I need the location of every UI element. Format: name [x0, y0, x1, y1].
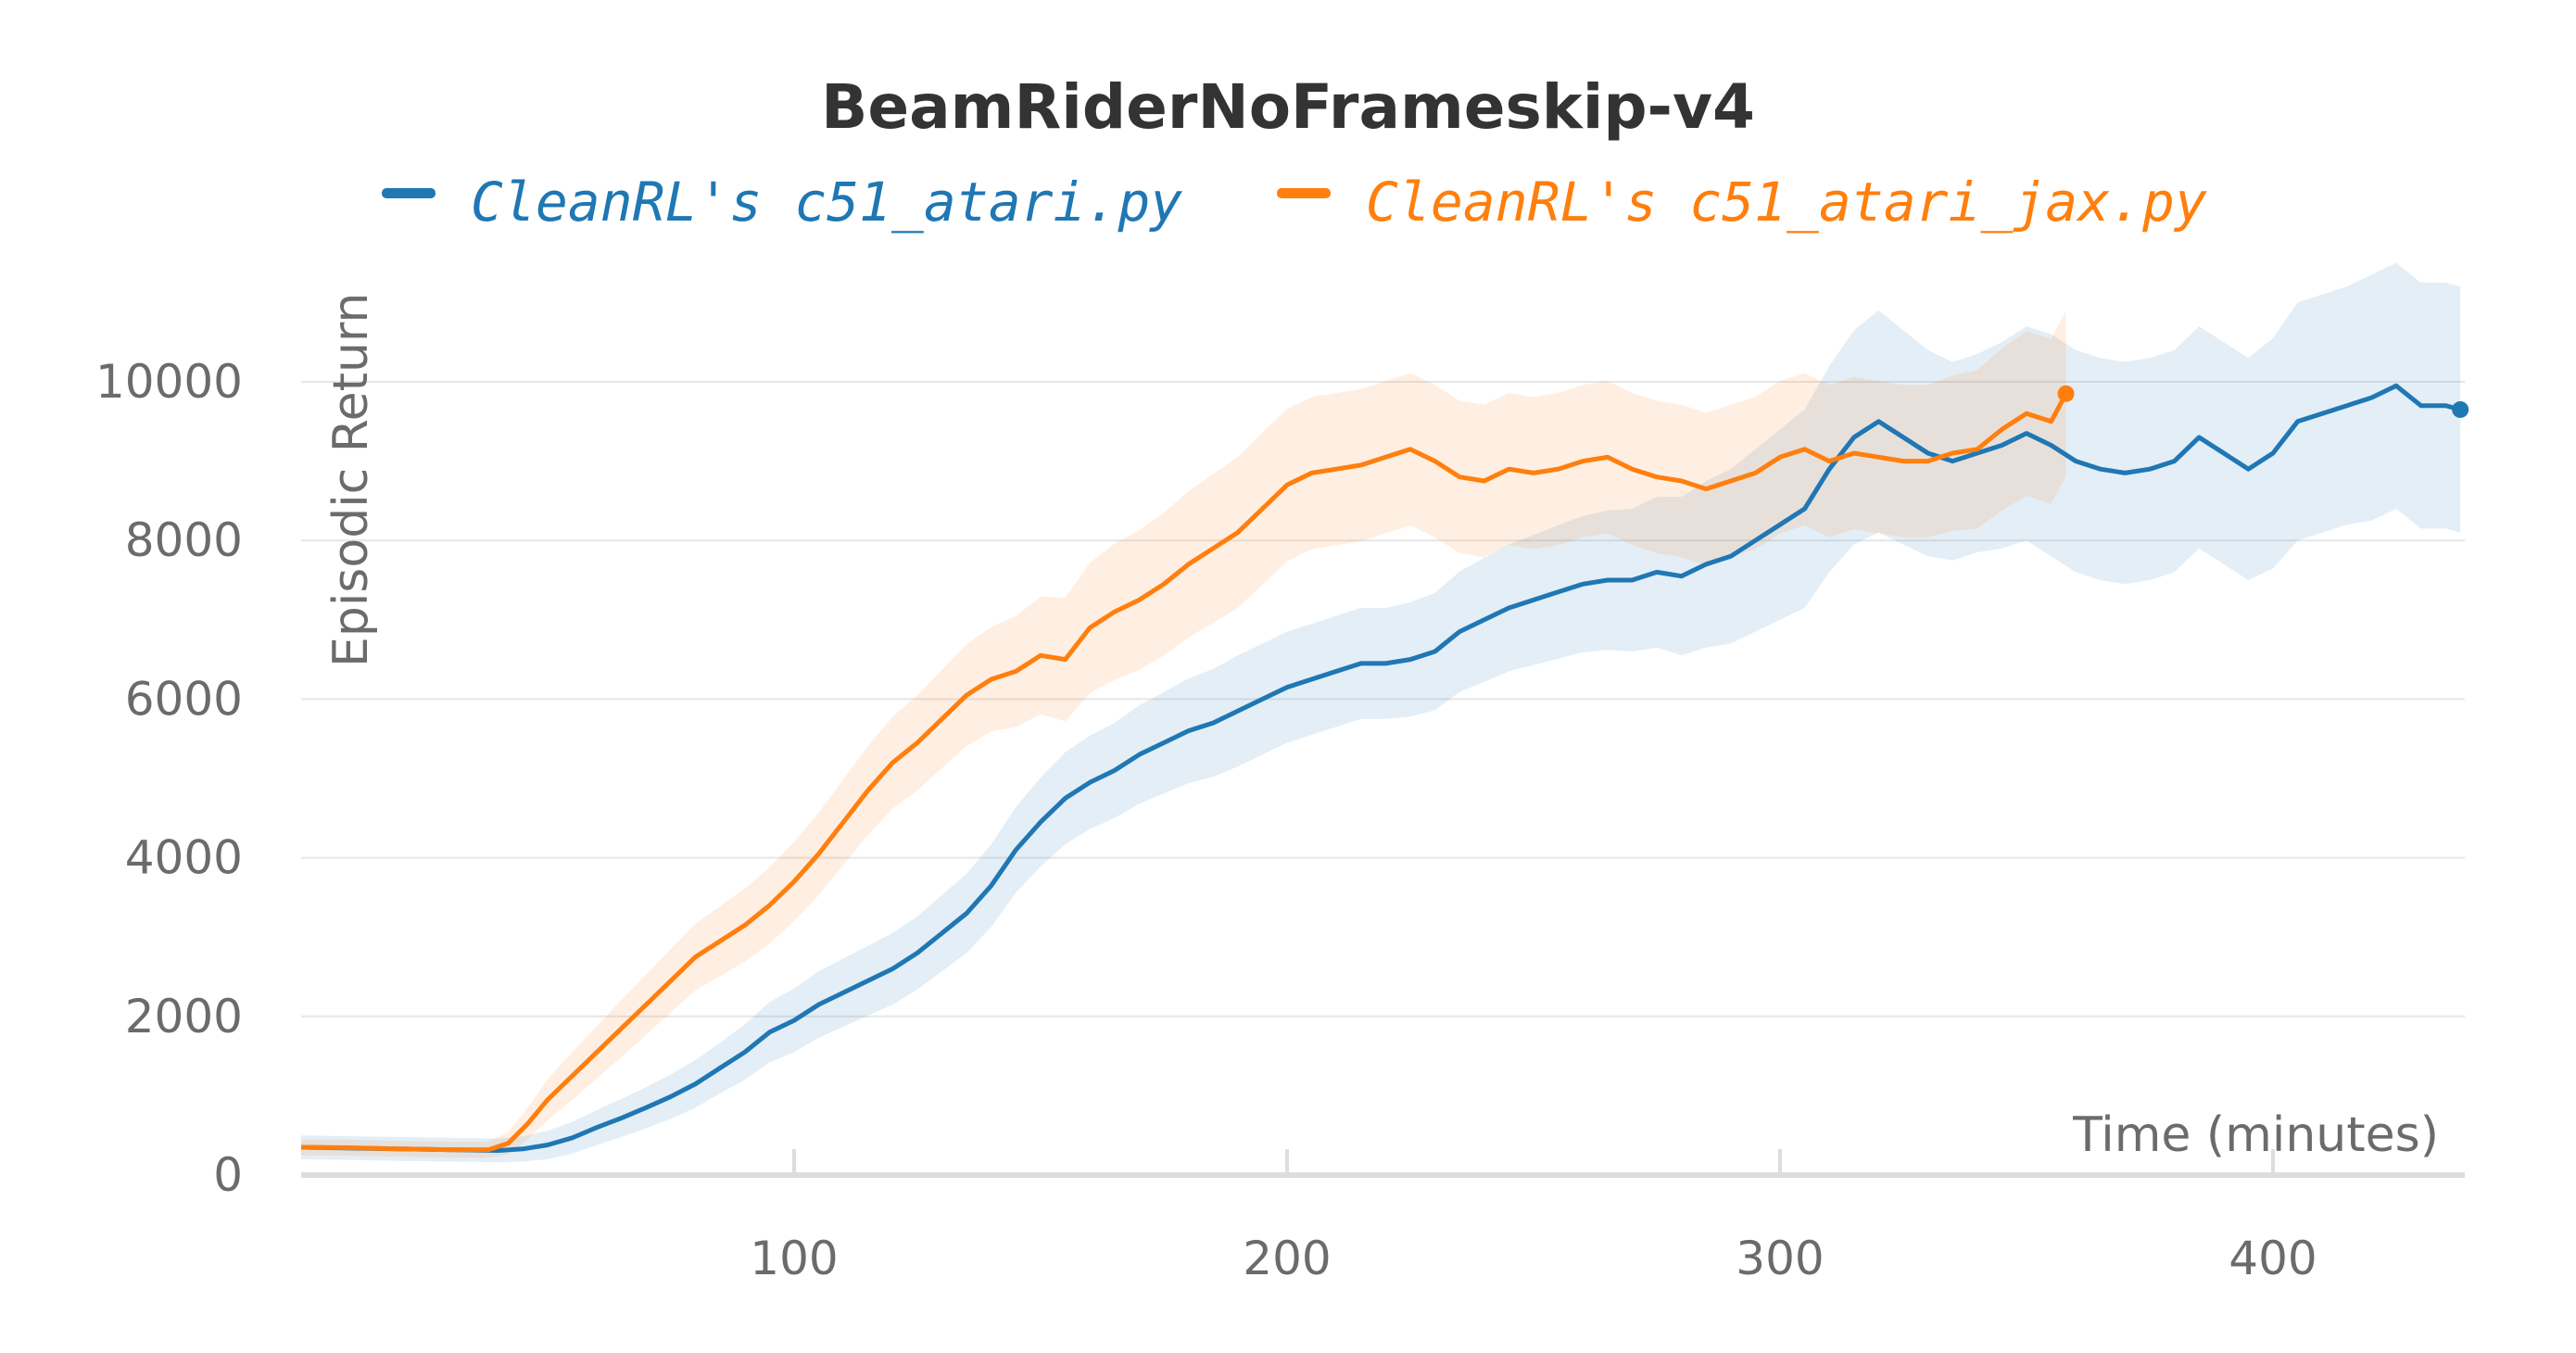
x-tick-label-300: 300	[1736, 1232, 1824, 1285]
x-axis-label: Time (minutes)	[2072, 1107, 2439, 1163]
x-tick-label-200: 200	[1243, 1232, 1331, 1285]
endpoint-c51-atari-jax[interactable]	[2057, 385, 2075, 402]
legend-swatch-c51-atari-jax	[1277, 188, 1331, 198]
y-tick-label-2000: 2000	[125, 990, 243, 1043]
x-tick-label-100: 100	[750, 1232, 838, 1285]
legend: CleanRL's c51_atari.py CleanRL's c51_ata…	[382, 171, 2207, 234]
y-tick-label-0: 0	[213, 1148, 243, 1202]
line-c51-atari-jax[interactable]	[300, 392, 2068, 1153]
x-tick-label-400: 400	[2229, 1232, 2317, 1285]
y-tick-label-4000: 4000	[125, 831, 243, 885]
legend-label-c51-atari-jax: CleanRL's c51_atari_jax.py	[1366, 171, 2207, 234]
band-c51-atari-jax	[301, 310, 2066, 1158]
x-axis-ticks: 100 200 300 400	[750, 1149, 2317, 1285]
y-axis-ticks: 0 2000 4000 6000 8000 10000	[95, 355, 243, 1202]
legend-swatch-c51-atari	[382, 188, 436, 198]
series-lines	[300, 383, 2469, 1153]
band-c51-atari	[301, 262, 2461, 1163]
endpoint-c51-atari[interactable]	[2452, 400, 2469, 418]
y-tick-label-8000: 8000	[125, 513, 243, 567]
confidence-bands	[301, 262, 2461, 1163]
y-tick-label-10000: 10000	[95, 355, 243, 409]
legend-item-c51-atari[interactable]: CleanRL's c51_atari.py	[382, 171, 1182, 234]
chart-title: BeamRiderNoFrameskip-v4	[821, 71, 1755, 143]
y-axis-label: Episodic Return	[323, 293, 379, 667]
line-c51-atari[interactable]	[300, 383, 2461, 1153]
legend-label-c51-atari: CleanRL's c51_atari.py	[471, 171, 1182, 234]
y-tick-label-6000: 6000	[125, 672, 243, 726]
gridlines	[301, 381, 2465, 1018]
legend-item-c51-atari-jax[interactable]: CleanRL's c51_atari_jax.py	[1277, 171, 2207, 234]
